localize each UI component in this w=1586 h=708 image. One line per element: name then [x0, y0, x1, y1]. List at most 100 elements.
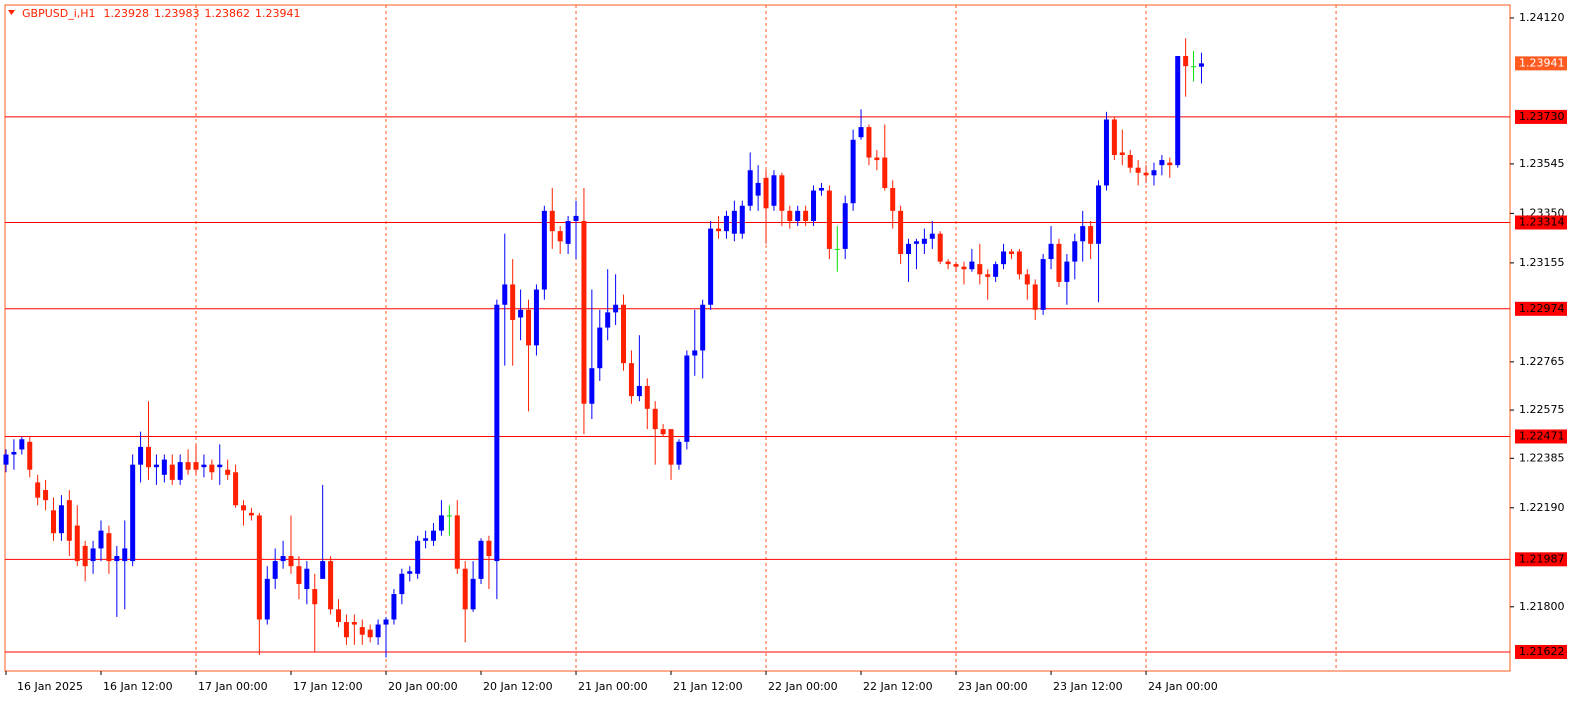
level-label-box: [1515, 552, 1567, 567]
candle-body: [1159, 160, 1165, 166]
candle-body: [296, 566, 302, 584]
candle-body: [589, 368, 595, 404]
candle-body: [43, 490, 49, 501]
candle-body: [201, 464, 207, 468]
candle-body: [541, 210, 547, 290]
candle-body: [723, 215, 729, 232]
candle-body: [217, 464, 223, 468]
candle-body: [1183, 56, 1189, 67]
candle-body: [1040, 259, 1046, 310]
candle-body: [367, 629, 373, 638]
candle-body: [494, 304, 500, 562]
x-tick-label: 21 Jan 00:00: [578, 680, 648, 693]
candle-body: [1088, 226, 1094, 244]
candle-body: [486, 540, 492, 557]
candle-body: [1096, 185, 1102, 244]
candle-body: [248, 512, 254, 516]
candle-body: [874, 157, 880, 161]
candle-body: [581, 220, 587, 404]
candle-body: [415, 540, 421, 574]
candle-body: [1016, 251, 1022, 275]
level-label: 1.21622: [1519, 645, 1565, 658]
candle-body: [11, 451, 17, 455]
candle-body: [684, 355, 690, 442]
candle-body: [58, 505, 64, 534]
candle-body: [826, 190, 832, 249]
candle-body: [98, 530, 104, 549]
candle-body: [985, 274, 991, 277]
candle-body: [27, 441, 33, 470]
candle-body: [953, 264, 959, 267]
x-tick-label: 17 Jan 00:00: [198, 680, 268, 693]
candle-body: [454, 515, 460, 569]
candle-body: [304, 568, 310, 590]
candle-body: [716, 228, 722, 232]
candle-body: [779, 175, 785, 211]
candle-body: [1008, 251, 1014, 254]
candle-body: [399, 573, 405, 595]
candle-body: [225, 469, 231, 475]
candle-body: [1072, 241, 1078, 262]
y-tick-label: 1.21800: [1519, 600, 1565, 613]
candle-body: [138, 446, 144, 465]
candle-body: [1191, 66, 1197, 68]
candle-body: [1032, 284, 1038, 310]
candle-body: [161, 459, 167, 475]
level-label-box: [1515, 109, 1567, 124]
plot-frame: [4, 4, 1511, 672]
candle-body: [731, 210, 737, 234]
candle-body: [945, 261, 951, 265]
x-tick-label: 23 Jan 12:00: [1053, 680, 1123, 693]
candle-body: [264, 578, 270, 620]
candle-body: [913, 241, 919, 244]
candle-body: [185, 462, 191, 470]
candle-body: [1135, 167, 1141, 173]
candle-body: [700, 304, 706, 351]
candle-body: [621, 304, 627, 364]
candle-body: [320, 561, 326, 579]
y-tick-label: 1.23545: [1519, 157, 1565, 170]
candle-body: [462, 568, 468, 610]
candle-body: [502, 284, 508, 305]
candle-body: [811, 190, 817, 221]
x-tick-label: 16 Jan 2025: [17, 680, 83, 693]
candle-body: [882, 157, 888, 188]
candle-body: [336, 609, 342, 623]
candle-body: [1001, 251, 1007, 265]
candle-body: [652, 408, 658, 430]
candle-body: [280, 556, 286, 562]
symbol-header: GBPUSD_i,H1 1.23928 1.23983 1.23862 1.23941: [22, 7, 301, 20]
x-tick-label: 20 Jan 00:00: [388, 680, 458, 693]
candle-body: [1024, 274, 1030, 285]
candle-body: [35, 482, 41, 498]
candle-body: [644, 385, 650, 409]
candle-body: [1127, 155, 1133, 168]
candle-body: [969, 261, 975, 270]
candle-body: [1111, 119, 1117, 156]
level-label: 1.23314: [1519, 216, 1565, 229]
candle-body: [533, 289, 539, 346]
candle-body: [850, 139, 856, 204]
candle-body: [122, 548, 128, 562]
candle-body: [130, 464, 136, 562]
candle-body: [438, 515, 444, 531]
candle-body: [351, 622, 357, 625]
close-value: 1.23941: [255, 7, 301, 20]
candle-body: [423, 538, 429, 541]
x-tick-label: 23 Jan 00:00: [958, 680, 1028, 693]
level-label-box: [1515, 301, 1567, 316]
candle-body: [842, 203, 848, 249]
candle-body: [1119, 152, 1125, 156]
candle-body: [929, 233, 935, 239]
candle-body: [1056, 243, 1062, 282]
candle-body: [676, 441, 682, 465]
candle-body: [288, 556, 294, 567]
candle-body: [431, 530, 437, 541]
x-tick-label: 22 Jan 12:00: [863, 680, 933, 693]
x-tick-label: 22 Jan 00:00: [768, 680, 838, 693]
candle-body: [169, 464, 175, 480]
candle-body: [383, 619, 389, 625]
level-label-box: [1515, 215, 1567, 230]
